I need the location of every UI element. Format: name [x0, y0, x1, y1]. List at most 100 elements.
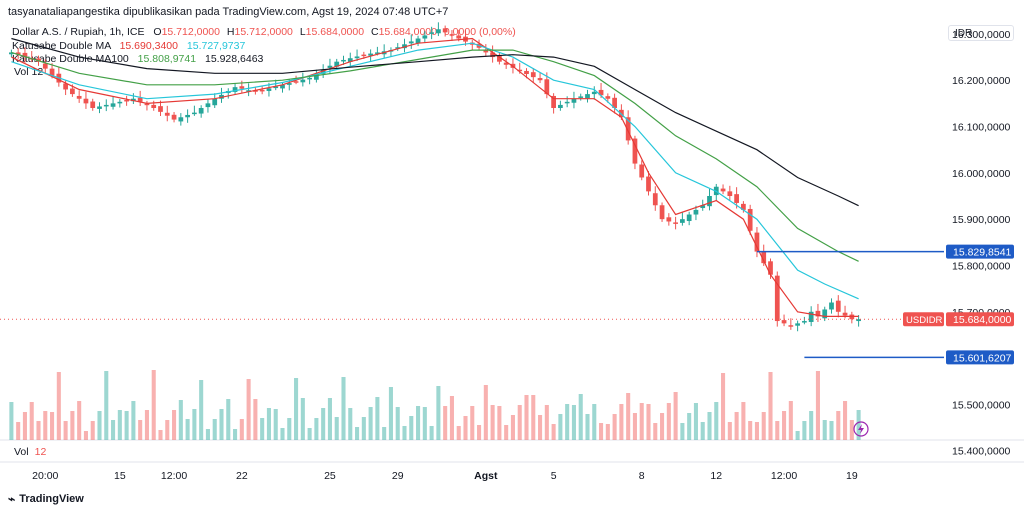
volume-bar — [409, 416, 414, 440]
candle-body — [293, 81, 299, 83]
volume-bar — [307, 428, 312, 440]
candle-body — [334, 61, 340, 67]
candle-body — [198, 108, 204, 114]
candle-body — [158, 106, 163, 112]
candle-body — [280, 84, 285, 89]
candle-body — [402, 44, 407, 49]
candle-body — [436, 29, 441, 34]
candle-body — [490, 52, 495, 58]
candle-body — [415, 38, 421, 44]
tradingview-logo[interactable]: ⌁ TradingView — [8, 492, 84, 506]
candle-body — [585, 94, 590, 99]
candle-body — [22, 52, 28, 58]
candle-body — [700, 205, 706, 209]
volume-bar — [260, 418, 265, 440]
current-price-bg — [946, 312, 1014, 327]
candle-body — [788, 325, 794, 327]
volume-bar — [314, 418, 319, 440]
volume-bar — [165, 420, 170, 440]
volume-bar — [138, 420, 143, 440]
candle-body — [341, 59, 346, 62]
candle-body — [171, 114, 177, 120]
candle-body — [734, 194, 739, 203]
indicator-legend-ma100[interactable]: Katusabe Double MA100 15.808,9741 15.928… — [12, 53, 263, 65]
x-tick-label: 12:00 — [161, 470, 187, 482]
candle-body — [70, 88, 75, 95]
volume-bar — [456, 426, 461, 440]
candle-body — [76, 95, 82, 99]
candle-body — [354, 56, 360, 59]
candle-body — [327, 65, 333, 68]
candle-body — [429, 32, 434, 34]
candle-body — [42, 63, 48, 69]
candle-body — [361, 54, 367, 57]
candle-body — [144, 103, 150, 106]
x-tick-label: 5 — [551, 470, 557, 482]
volume-bar — [599, 423, 604, 440]
candle-body — [314, 73, 319, 80]
volume-bar — [63, 421, 68, 440]
high-value: 15.712,0000 — [234, 26, 293, 38]
volume-value: 12 — [34, 446, 47, 458]
y-tick-label: 16.000,0000 — [952, 168, 1011, 180]
volume-bar — [748, 421, 753, 440]
y-tick-label: 15.400,0000 — [952, 446, 1011, 458]
volume-bar — [341, 377, 346, 440]
indicator-legend-ma[interactable]: Katusabe Double MA 15.690,3400 15.727,97… — [12, 40, 245, 52]
volume-bar — [294, 378, 299, 440]
candle-body — [266, 88, 272, 91]
candle-body — [117, 101, 123, 104]
moving-average-line — [11, 37, 859, 317]
lightning-icon[interactable] — [853, 421, 869, 437]
candle-body — [103, 104, 109, 107]
candle-body — [90, 101, 96, 108]
volume-bar — [802, 421, 807, 440]
volume-bar — [700, 422, 705, 440]
candle-body — [747, 208, 753, 231]
volume-bar — [856, 410, 861, 440]
volume-bar — [504, 425, 509, 440]
candle-body — [530, 72, 536, 78]
x-tick-label: 12 — [710, 470, 722, 482]
volume-bar — [565, 404, 570, 440]
candle-body — [632, 138, 638, 164]
candle-body — [253, 90, 258, 92]
volume-bar — [836, 411, 841, 440]
volume-bar — [666, 403, 671, 440]
candle-body — [259, 89, 265, 92]
candle-body — [591, 91, 597, 95]
candle-body — [9, 52, 14, 55]
volume-bar — [226, 399, 231, 440]
candle-body — [578, 96, 584, 98]
volume-bar — [321, 408, 326, 440]
volume-bar — [585, 414, 590, 440]
volume-bar — [192, 409, 197, 440]
volume-bar — [632, 413, 637, 440]
volume-legend: Vol 12 — [14, 446, 46, 458]
level-label: 15.601,6207 — [953, 352, 1012, 364]
volume-bar — [212, 419, 217, 440]
volume-bar — [43, 411, 48, 440]
candle-body — [483, 49, 489, 53]
close-value: 15.684,0000 — [378, 26, 437, 38]
volume-bar — [660, 413, 665, 440]
volume-bar — [483, 385, 488, 440]
candle-body — [63, 83, 68, 90]
volume-bar — [131, 401, 136, 440]
candle-body — [754, 232, 760, 252]
volume-bar — [612, 414, 617, 440]
volume-bar — [22, 412, 27, 440]
close-label: C — [371, 26, 379, 38]
volume-bar — [673, 392, 678, 440]
lightning-glyph — [858, 424, 864, 434]
volume-bar — [287, 418, 292, 440]
candle-body — [842, 312, 848, 316]
x-tick-label: 12:00 — [771, 470, 797, 482]
candle-body — [625, 117, 631, 141]
candle-body — [829, 302, 834, 310]
currency-selector[interactable]: IDR — [948, 25, 1014, 41]
volume-bar — [497, 406, 502, 440]
volume-bar — [361, 417, 366, 440]
volume-bar — [348, 408, 353, 440]
